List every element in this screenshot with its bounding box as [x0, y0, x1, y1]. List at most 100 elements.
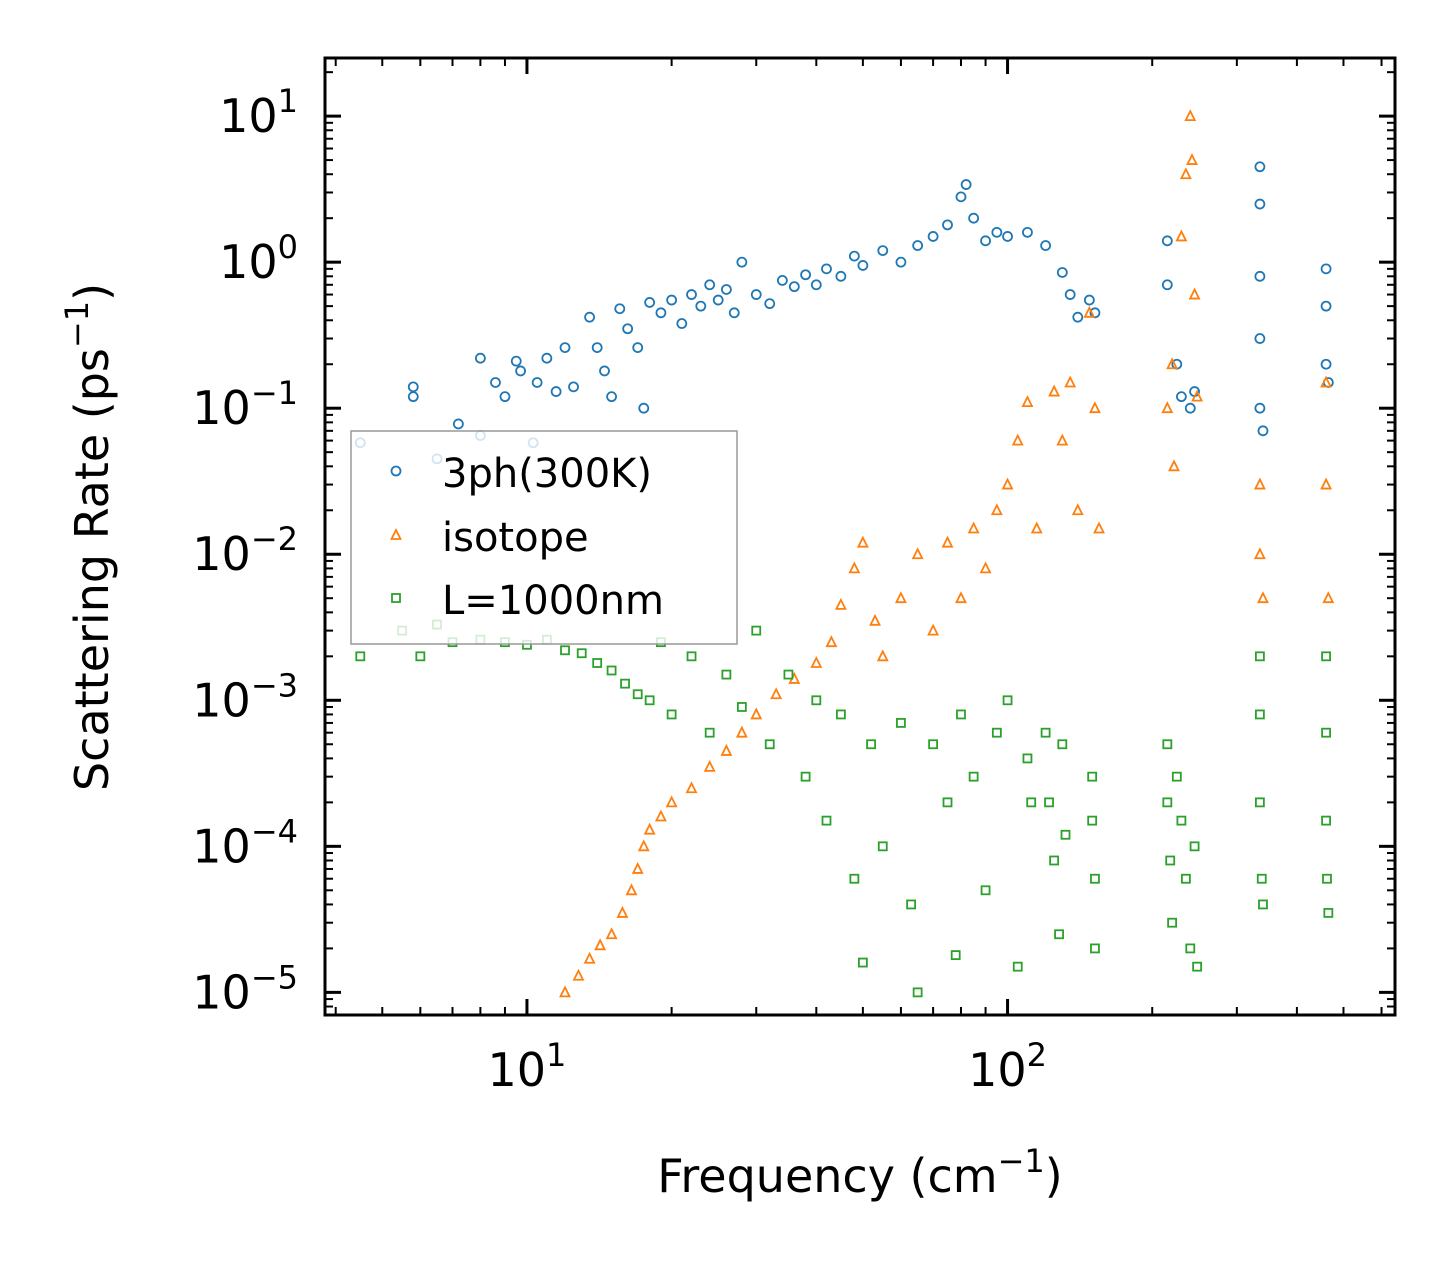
data-point: [638, 402, 650, 414]
y-tick-label: 10−3: [192, 666, 298, 727]
data-point: [1254, 709, 1265, 720]
data-point: [655, 307, 667, 319]
data-point: [1254, 270, 1266, 282]
data-point: [848, 250, 860, 262]
data-point: [1022, 753, 1033, 764]
data-point: [1184, 402, 1196, 414]
series-1: [559, 109, 1335, 998]
data-point: [1090, 873, 1100, 884]
data-point: [1320, 477, 1333, 490]
data-point: [355, 651, 366, 662]
data-point: [1253, 547, 1266, 560]
data-point: [894, 591, 907, 604]
data-point: [1254, 651, 1265, 662]
data-point: [1322, 873, 1332, 884]
x-tick-label: 102: [968, 1036, 1047, 1097]
data-point: [592, 658, 603, 668]
data-point: [967, 521, 980, 534]
data-point: [665, 795, 678, 808]
legend-label-boundary: L=1000nm: [442, 578, 664, 624]
data-point: [1320, 358, 1332, 370]
legend-marker: [390, 527, 402, 540]
data-point: [906, 899, 917, 910]
data-point: [1179, 167, 1192, 180]
axis-ticks: [325, 58, 1395, 1016]
data-point: [776, 275, 788, 286]
data-point: [1056, 267, 1068, 278]
data-point: [980, 885, 991, 896]
data-point: [474, 352, 486, 364]
data-point: [576, 648, 587, 659]
legend-marker: [390, 465, 402, 477]
data-point: [848, 561, 861, 574]
plot-area-frame: [323, 56, 1397, 1017]
data-point: [704, 279, 716, 291]
y-tick-label: 10−2: [192, 520, 298, 581]
data-point: [1064, 375, 1077, 388]
data-point: [1320, 300, 1332, 312]
data-point: [1256, 873, 1267, 884]
data-point: [750, 289, 762, 300]
data-point: [1320, 375, 1333, 388]
data-point: [1090, 943, 1100, 954]
data-point: [625, 883, 638, 896]
data-point: [1185, 943, 1196, 954]
data-point: [1002, 231, 1013, 242]
data-point: [1165, 855, 1176, 866]
data-point: [559, 985, 571, 998]
data-point: [764, 298, 776, 310]
data-point: [704, 727, 715, 738]
data-point: [788, 281, 800, 293]
data-point: [1071, 503, 1084, 516]
data-point: [849, 873, 860, 884]
data-point: [1161, 279, 1173, 291]
data-point: [1087, 815, 1098, 826]
data-point: [735, 725, 748, 738]
data-point: [800, 269, 811, 281]
data-point: [991, 226, 1003, 238]
data-point: [821, 815, 832, 826]
data-point: [1049, 855, 1060, 866]
data-point: [637, 839, 650, 852]
data-point: [866, 739, 876, 750]
data-point: [606, 665, 617, 676]
data-point: [941, 535, 954, 548]
data-point: [927, 231, 939, 242]
data-point: [876, 649, 889, 662]
data-point: [1254, 402, 1266, 414]
legend: 3ph(300K) isotope L=1000nm: [350, 430, 738, 645]
y-tick-label: 10−1: [192, 374, 298, 435]
data-point: [1056, 433, 1069, 446]
data-point: [810, 655, 823, 668]
data-point: [979, 561, 992, 574]
data-point: [591, 342, 603, 353]
data-point: [955, 591, 967, 604]
x-axis-title: Frequency (cm−1): [657, 1142, 1062, 1203]
data-point: [810, 279, 822, 291]
data-point: [407, 391, 419, 403]
data-point: [1175, 229, 1188, 242]
data-point: [950, 950, 961, 960]
y-tick-label: 10−4: [192, 812, 298, 873]
y-tick-label: 10−5: [192, 958, 298, 1019]
data-point: [912, 987, 923, 998]
data-point: [835, 270, 847, 282]
data-point: [1258, 899, 1268, 910]
data-point: [644, 297, 656, 308]
data-point: [927, 623, 940, 636]
data-point: [800, 771, 811, 782]
data-point: [736, 256, 748, 268]
data-point: [550, 386, 562, 397]
data-point: [1057, 739, 1068, 750]
data-point: [1254, 333, 1266, 344]
data-point: [644, 695, 655, 706]
data-point: [1320, 263, 1332, 275]
data-point: [632, 342, 644, 353]
data-point: [1001, 477, 1014, 490]
data-point: [666, 294, 678, 306]
data-point: [720, 284, 732, 295]
y-axis-title: Scattering Rate (ps−1): [58, 283, 119, 791]
legend-markers: [390, 465, 402, 603]
data-point: [834, 597, 847, 610]
